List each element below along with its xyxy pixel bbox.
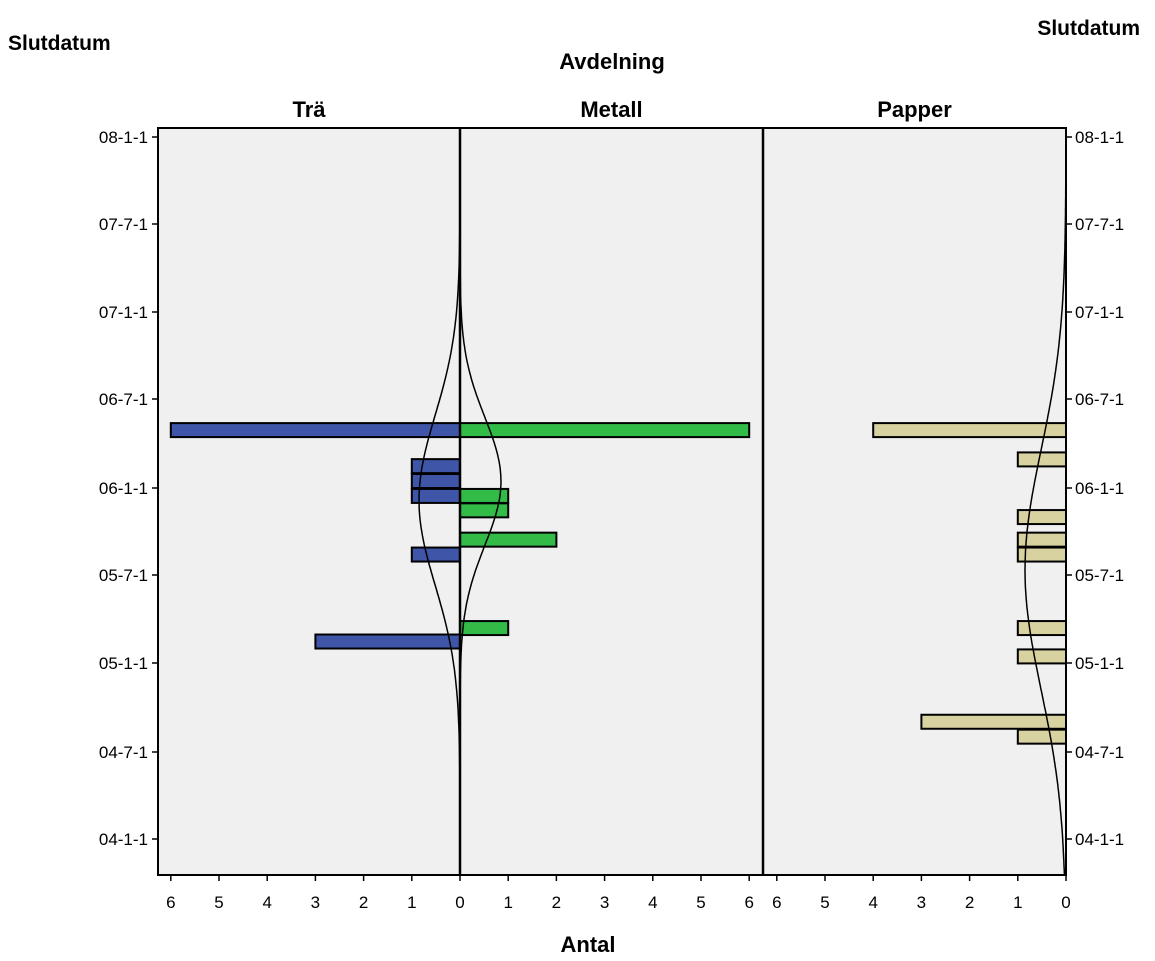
y-tick-label-right-3: 05-7-1: [1075, 566, 1124, 585]
x-tick-label-left-5: 1: [407, 893, 416, 912]
y-tick-label-left-7: 07-7-1: [99, 215, 148, 234]
left-axis-title: Slutdatum: [8, 32, 111, 55]
x-tick-label-right-1: 5: [820, 893, 829, 912]
panel-header-2: Papper: [877, 97, 952, 122]
y-tick-label-right-6: 07-1-1: [1075, 303, 1124, 322]
x-tick-label-left-0: 6: [166, 893, 175, 912]
y-tick-label-right-4: 06-1-1: [1075, 479, 1124, 498]
right-axis-title: Slutdatum: [1037, 17, 1140, 40]
y-tick-label-left-4: 06-1-1: [99, 479, 148, 498]
x-tick-label-mid-3: 4: [648, 893, 657, 912]
x-tick-label-mid-2: 3: [600, 893, 609, 912]
y-tick-label-right-5: 06-7-1: [1075, 390, 1124, 409]
x-tick-label-right-3: 3: [917, 893, 926, 912]
x-tick-label-right-5: 1: [1013, 893, 1022, 912]
bar-Papper-8: [1016, 728, 1067, 745]
bar-Metall-4: [459, 620, 510, 637]
x-tick-label-left-2: 4: [262, 893, 271, 912]
bar-Papper-5: [1016, 620, 1067, 637]
bar-Trä-0: [169, 422, 462, 439]
x-tick-label-mid-4: 5: [696, 893, 705, 912]
bar-Papper-7: [920, 713, 1068, 730]
x-axis-title: Antal: [561, 932, 616, 957]
panel-1: [460, 128, 763, 875]
panel-2: [763, 128, 1066, 875]
plot-frame: [157, 127, 1067, 876]
bar-Metall-0: [459, 422, 751, 439]
bar-Metall-3: [459, 531, 558, 548]
bar-Trä-1: [410, 458, 461, 475]
x-tick-label-mid-0: 1: [503, 893, 512, 912]
bar-Papper-3: [1016, 531, 1067, 548]
x-tick-label-right-0: 6: [772, 893, 781, 912]
y-tick-label-left-0: 04-1-1: [99, 830, 148, 849]
x-tick-label-right-4: 2: [965, 893, 974, 912]
y-tick-label-left-2: 05-1-1: [99, 654, 148, 673]
y-tick-label-left-6: 07-1-1: [99, 303, 148, 322]
y-tick-label-left-1: 04-7-1: [99, 743, 148, 762]
x-tick-label-left-3: 3: [311, 893, 320, 912]
bar-Papper-6: [1016, 648, 1067, 665]
x-tick-label-mid-5: 6: [744, 893, 753, 912]
bar-Papper-0: [872, 422, 1068, 439]
chart-title: Avdelning: [559, 49, 665, 74]
x-tick-label-right-6: 0: [1061, 893, 1070, 912]
bar-Trä-5: [314, 633, 461, 650]
bar-Papper-1: [1016, 451, 1067, 468]
y-tick-label-right-2: 05-1-1: [1075, 654, 1124, 673]
x-tick-label-mid-1: 2: [552, 893, 561, 912]
x-tick-label-left-4: 2: [359, 893, 368, 912]
panel-header-1: Metall: [580, 97, 642, 122]
bar-Metall-2: [459, 502, 510, 519]
bar-Trä-4: [410, 546, 461, 563]
density-curve-Papper: [1024, 127, 1067, 876]
y-tick-label-right-8: 08-1-1: [1075, 128, 1124, 147]
bar-Papper-2: [1016, 509, 1067, 526]
y-tick-label-right-0: 04-1-1: [1075, 830, 1124, 849]
x-tick-label-left-1: 5: [214, 893, 223, 912]
x-tick-label-left-6: 0: [455, 893, 464, 912]
panel-header-0: Trä: [292, 97, 326, 122]
panel-0: [158, 128, 460, 875]
y-tick-label-left-5: 06-7-1: [99, 390, 148, 409]
y-tick-label-right-1: 04-7-1: [1075, 743, 1124, 762]
y-tick-label-left-8: 08-1-1: [99, 128, 148, 147]
y-tick-label-left-3: 05-7-1: [99, 566, 148, 585]
x-tick-label-right-2: 4: [868, 893, 877, 912]
y-tick-label-right-7: 07-7-1: [1075, 215, 1124, 234]
